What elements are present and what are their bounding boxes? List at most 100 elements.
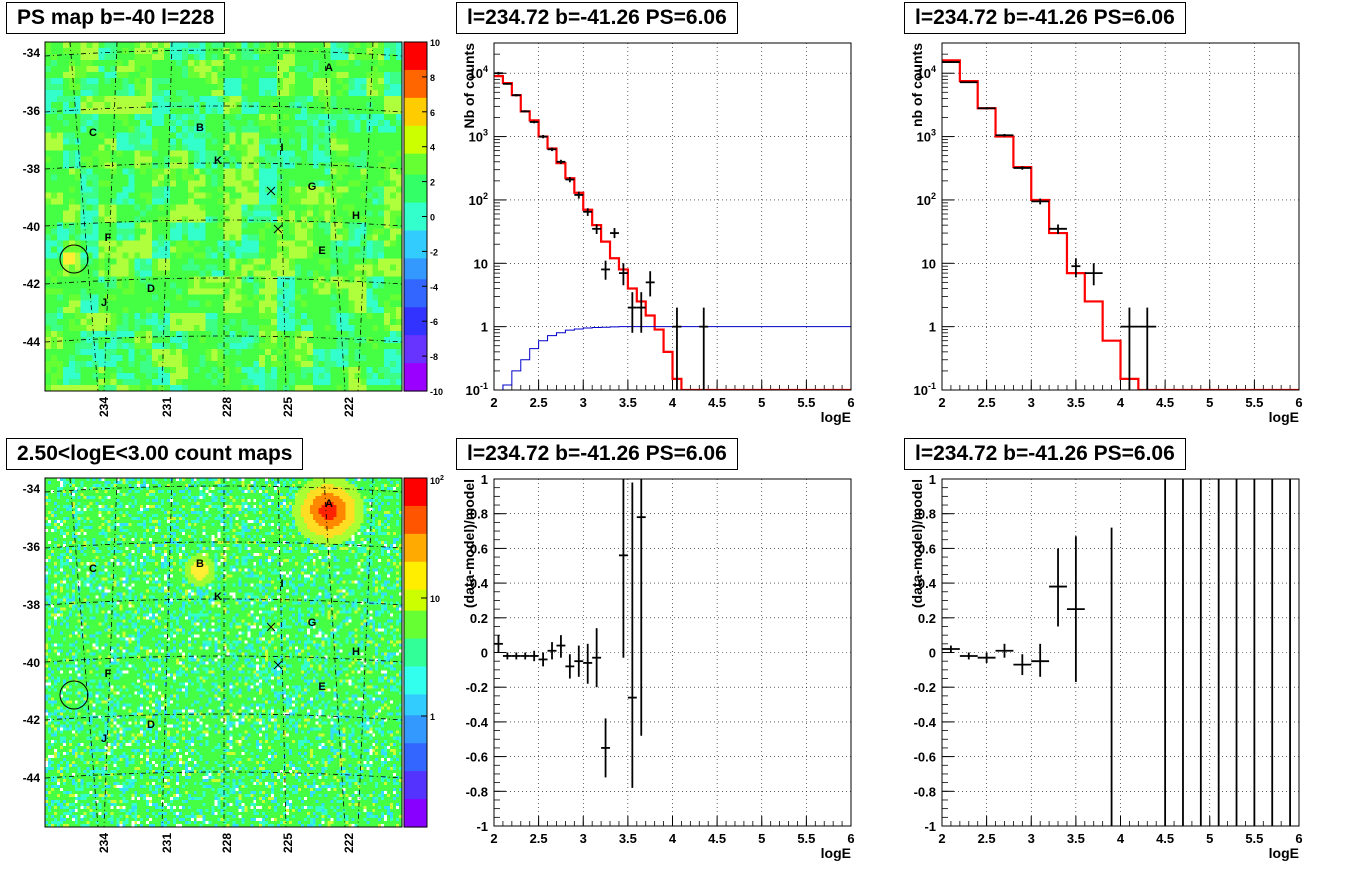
colorbar-segment — [404, 321, 427, 329]
colorbar-segment — [404, 792, 427, 800]
series-group — [942, 479, 1291, 826]
x-tick-label: 3 — [580, 831, 587, 846]
colorbar-segment — [404, 638, 427, 647]
colorbar-segment — [404, 680, 427, 688]
y-tick-label: 0.6 — [918, 541, 936, 556]
colorbar-tick-label: 8 — [430, 73, 435, 83]
colorbar-segment — [404, 617, 427, 626]
colorbar-segment — [404, 314, 427, 322]
plot-frame — [941, 478, 1300, 827]
colorbar-segment — [404, 370, 427, 378]
residual-1-title: l=234.72 b=-41.26 PS=6.06 — [456, 438, 738, 470]
x-tick-label: 5.5 — [797, 395, 815, 410]
colorbar-segment — [404, 265, 427, 273]
colorbar-segment — [404, 307, 427, 315]
count-map-panel: 2.50<logE<3.00 count maps A B C K I G H F E D J -34… — [0, 436, 444, 871]
y-tick-label: 1 — [481, 472, 488, 487]
lon-gridline — [103, 42, 118, 391]
x-axis-title: logE — [1269, 845, 1299, 861]
x-tick-label: 3.5 — [1067, 831, 1085, 846]
map-image — [45, 42, 402, 391]
spectrum-2-plot: 2 2.5 3 3.5 4 4.5 5 5.5 610-1110102103104logEnb … — [909, 42, 1303, 425]
colorbar-segment — [404, 328, 427, 336]
residual-2-title: l=234.72 b=-41.26 PS=6.06 — [904, 438, 1186, 470]
colorbar-tick-label: -2 — [430, 247, 438, 257]
source-label-h: H — [352, 210, 360, 222]
y-tick-label: -0.8 — [466, 784, 488, 799]
colorbar-segment — [404, 300, 427, 308]
lon-gridline — [69, 42, 99, 391]
colorbar-segment — [404, 279, 427, 287]
x-tick-label: 2 — [490, 831, 497, 846]
cross-marker — [273, 660, 283, 670]
y-tick-label: 0.2 — [918, 611, 936, 626]
colorbar-segment — [404, 90, 427, 99]
y-tick-label: 0.6 — [470, 541, 488, 556]
y-tick-label: 1 — [929, 320, 936, 335]
y-tick-label: 10-1 — [914, 381, 936, 398]
y-tick-label: 1 — [481, 320, 488, 335]
x-tick-label: 5 — [1206, 831, 1213, 846]
y-tick-label: -0.2 — [914, 680, 936, 695]
colorbar-segment — [404, 603, 427, 612]
colorbar-segment — [404, 771, 427, 779]
source-label-e: E — [318, 681, 325, 693]
cross-marker — [266, 622, 276, 632]
x-tick-label: 5.5 — [1245, 831, 1263, 846]
ps-map-panel: PS map b=-40 l=228 A B C K I G H F E D J -34 -36 -38 -… — [0, 0, 443, 430]
colorbar-segment — [404, 729, 427, 737]
x-tick-label: 2.5 — [530, 395, 548, 410]
lat-tick-label: -34 — [23, 46, 41, 60]
colorbar-segment — [404, 519, 427, 528]
colorbar-segment — [404, 701, 427, 709]
plot-area — [942, 479, 1299, 826]
colorbar-tick-label: 10 — [430, 594, 440, 604]
colorbar-tick-label: 10 — [430, 38, 440, 48]
colorbar-segment — [404, 251, 427, 259]
colorbar-tick-label: 4 — [430, 143, 435, 153]
colorbar-segment — [404, 568, 427, 577]
x-tick-label: 3.5 — [1067, 395, 1085, 410]
colorbar-segment — [404, 505, 427, 514]
x-tick-label: 3.5 — [619, 395, 637, 410]
source-label-a: A — [325, 498, 333, 510]
colorbar-segment — [404, 554, 427, 563]
lat-tick-label: -34 — [23, 482, 41, 496]
x-tick-label: 3.5 — [619, 831, 637, 846]
x-tick-label: 5 — [758, 395, 765, 410]
colorbar-segment — [404, 55, 427, 64]
lon-tick-label: 234 — [97, 397, 111, 417]
y-axis-title: (data-model)/model — [461, 479, 477, 608]
source-label-b: B — [196, 122, 204, 134]
source-label-j: J — [101, 297, 107, 309]
cross-marker — [266, 186, 276, 196]
colorbar-tick-label: -8 — [430, 352, 438, 362]
source-label-k: K — [214, 591, 222, 603]
colorbar-segment — [404, 659, 427, 668]
colorbar-segment — [404, 533, 427, 542]
y-tick-label: -1 — [924, 819, 936, 834]
colorbar-top-label: 102 — [430, 475, 444, 486]
colorbar-segment — [404, 785, 427, 793]
y-tick-label: -0.6 — [914, 750, 936, 765]
graticule — [45, 478, 402, 827]
colorbar-segment — [404, 820, 427, 828]
source-label-i: I — [280, 578, 283, 590]
lon-gridline — [357, 478, 374, 827]
lat-tick-label: -38 — [23, 598, 41, 612]
colorbar-segment — [404, 561, 427, 570]
colorbar-segment — [404, 335, 427, 343]
plot-frame — [493, 478, 852, 827]
source-label-d: D — [147, 719, 155, 731]
colorbar-segment — [404, 736, 427, 744]
map-image — [45, 478, 402, 827]
colorbar-segment — [404, 216, 427, 225]
map-frame — [44, 477, 403, 828]
colorbar-segment — [404, 652, 427, 661]
colorbar-segment — [404, 342, 427, 350]
colorbar-segment — [404, 146, 427, 155]
y-tick-label: -0.4 — [914, 715, 937, 730]
colorbar-segment — [404, 624, 427, 633]
lon-tick-label: 231 — [160, 833, 174, 853]
